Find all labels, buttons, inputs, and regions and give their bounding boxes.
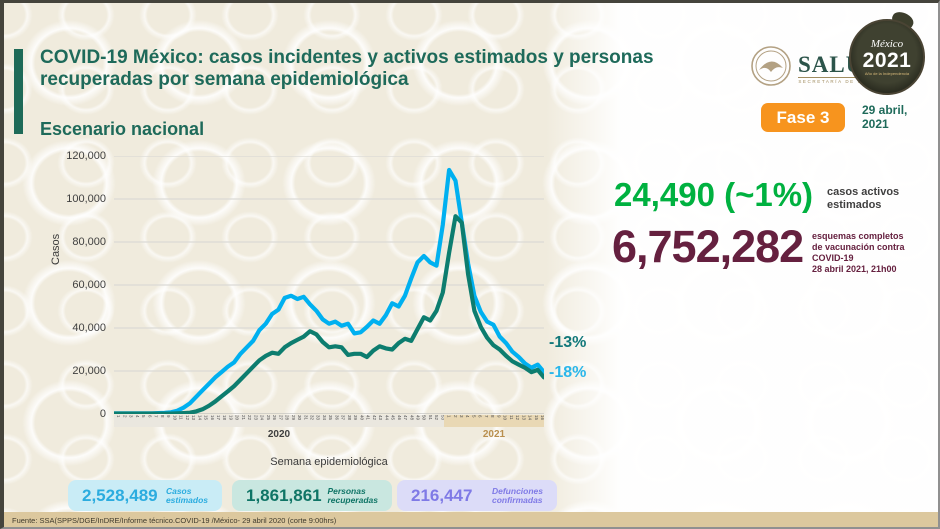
estimated-cases-label: Casos estimados: [165, 485, 208, 505]
line-chart: [114, 156, 544, 414]
y-tick-label: 40,000: [72, 322, 106, 334]
y-tick-label: 120,000: [66, 150, 106, 162]
recovered-value: 1,861,861: [246, 485, 322, 505]
active-cases-label: casos activos estimados: [827, 186, 899, 212]
vaccination-label-line2: de vacunación contra COVID-19: [812, 242, 905, 263]
x-axis-title: Semana epidemiológica: [270, 456, 388, 468]
deaths-label-line2: confirmadas: [491, 494, 543, 505]
vaccination-value: 6,752,282: [612, 221, 804, 272]
annotation-recovered-change: -13%: [549, 334, 587, 351]
recovered-label-line2: recuperadas: [327, 494, 378, 505]
active-cases-label-line2: estimados: [827, 199, 882, 211]
footer-source-text: Fuente: SSA(SPPS/DGE/InDRE/Informe técni…: [12, 516, 337, 525]
annotation-estimated-change: -18%: [549, 364, 587, 381]
report-date-line1: 29 abril,: [862, 103, 908, 117]
stat-box-estimated-cases: 2,528,489 Casos estimados: [68, 480, 222, 511]
vaccination-label-line1: esquemas completos: [812, 231, 904, 241]
deaths-label: Defunciones confirmadas: [491, 485, 543, 505]
salud-logo-subtitle: SECRETARÍA DE SALUD: [798, 77, 881, 84]
x-axis-year-2021: 2021: [482, 429, 506, 440]
y-axis-ticks: 0 20,000 40,000 60,000 80,000 100,000 120,000: [4, 150, 106, 420]
y-tick-label: 80,000: [72, 236, 106, 248]
mexico-2021-logo: México 2021 Año de la Independencia: [849, 19, 925, 95]
x-axis-year-2020: 2020: [267, 429, 291, 440]
y-tick-label: 0: [99, 408, 106, 420]
page-subtitle: Escenario nacional: [40, 119, 205, 139]
deaths-value: 216,447: [411, 485, 473, 505]
stat-box-deaths: 216,447 Defunciones confirmadas: [397, 480, 557, 511]
phase-badge: Fase 3: [761, 103, 845, 132]
page-title: COVID-19 México: casos incidentes y acti…: [40, 47, 654, 90]
mexico-2021-logo-year: 2021: [862, 48, 912, 72]
mexico-2021-logo-subtitle: Año de la Independencia: [864, 70, 910, 76]
stat-box-recovered: 1,861,861 Personas recuperadas: [232, 480, 392, 511]
y-tick-label: 100,000: [66, 193, 106, 205]
y-tick-label: 60,000: [72, 279, 106, 291]
estimated-cases-label-line2: estimados: [165, 494, 208, 505]
footer-source-bar: Fuente: SSA(SPPS/DGE/InDRE/Informe técni…: [4, 512, 938, 527]
active-cases-label-line1: casos activos: [827, 186, 900, 198]
x-axis-week-band: 1 2 3 4 5 6 7 8 9 10 11 12 13 14 15 16 17 18 19 20 21 22 23 24 2…: [114, 415, 544, 427]
recovered-label-line1: Personas: [327, 485, 366, 496]
estimated-cases-label-line1: Casos: [165, 485, 192, 496]
vaccination-label-line3: 28 abril 2021, 21h00: [812, 264, 897, 274]
week-labels-2021: 1 2 3 4 5 6 7 8 9 10 11 12 13 14 15 16: [444, 415, 544, 427]
salud-seal-icon: [750, 45, 792, 92]
y-tick-label: 20,000: [72, 365, 106, 377]
title-accent-bar: [14, 49, 23, 134]
report-date: 29 abril, 2021: [862, 103, 907, 131]
recovered-label: Personas recuperadas: [327, 485, 378, 505]
mexico-2021-logo-country: México: [870, 37, 904, 50]
report-date-line2: 2021: [862, 117, 889, 131]
estimated-cases-value: 2,528,489: [82, 485, 158, 505]
deaths-label-line1: Defunciones: [491, 485, 543, 496]
vaccination-label: esquemas completos de vacunación contra …: [812, 231, 938, 275]
active-cases-value: 24,490 (~1%): [614, 176, 814, 213]
week-labels-2020: 1 2 3 4 5 6 7 8 9 10 11 12 13 14 15 16 17 18 19 20 21 22 23 24 2…: [114, 415, 445, 427]
